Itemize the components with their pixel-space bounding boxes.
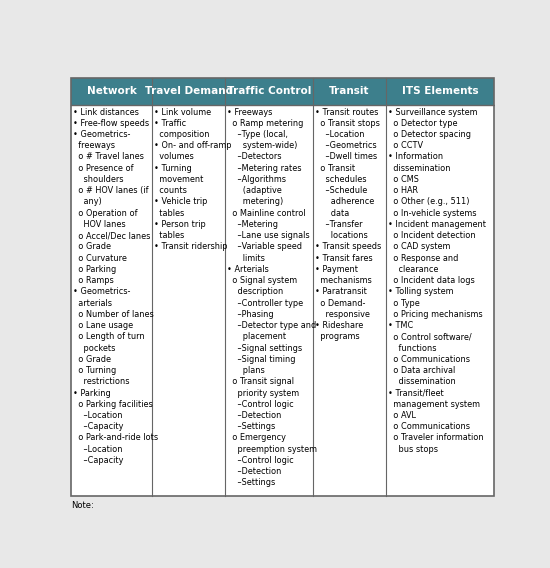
Text: • Transit routes
  o Transit stops
    –Location
    –Geometrics
    –Dwell time: • Transit routes o Transit stops –Locati… <box>315 107 381 341</box>
Text: • Link distances
• Free-flow speeds
• Geometrics-
  freeways
  o # Travel lanes
: • Link distances • Free-flow speeds • Ge… <box>73 107 158 465</box>
Text: Transit: Transit <box>329 86 370 97</box>
Text: Note:: Note: <box>71 501 94 510</box>
Text: Network: Network <box>86 86 136 97</box>
Bar <box>71 78 494 105</box>
Text: Travel Demand: Travel Demand <box>145 86 233 97</box>
Text: • Freeways
  o Ramp metering
    –Type (local,
      system-wide)
    –Detectors: • Freeways o Ramp metering –Type (local,… <box>227 107 317 487</box>
Text: ITS Elements: ITS Elements <box>402 86 478 97</box>
Text: • Surveillance system
  o Detector type
  o Detector spacing
  o CCTV
• Informat: • Surveillance system o Detector type o … <box>388 107 486 454</box>
Text: Traffic Control: Traffic Control <box>227 86 311 97</box>
Text: • Link volume
• Traffic
  composition
• On- and off-ramp
  volumes
• Turning
  m: • Link volume • Traffic composition • On… <box>154 107 232 252</box>
